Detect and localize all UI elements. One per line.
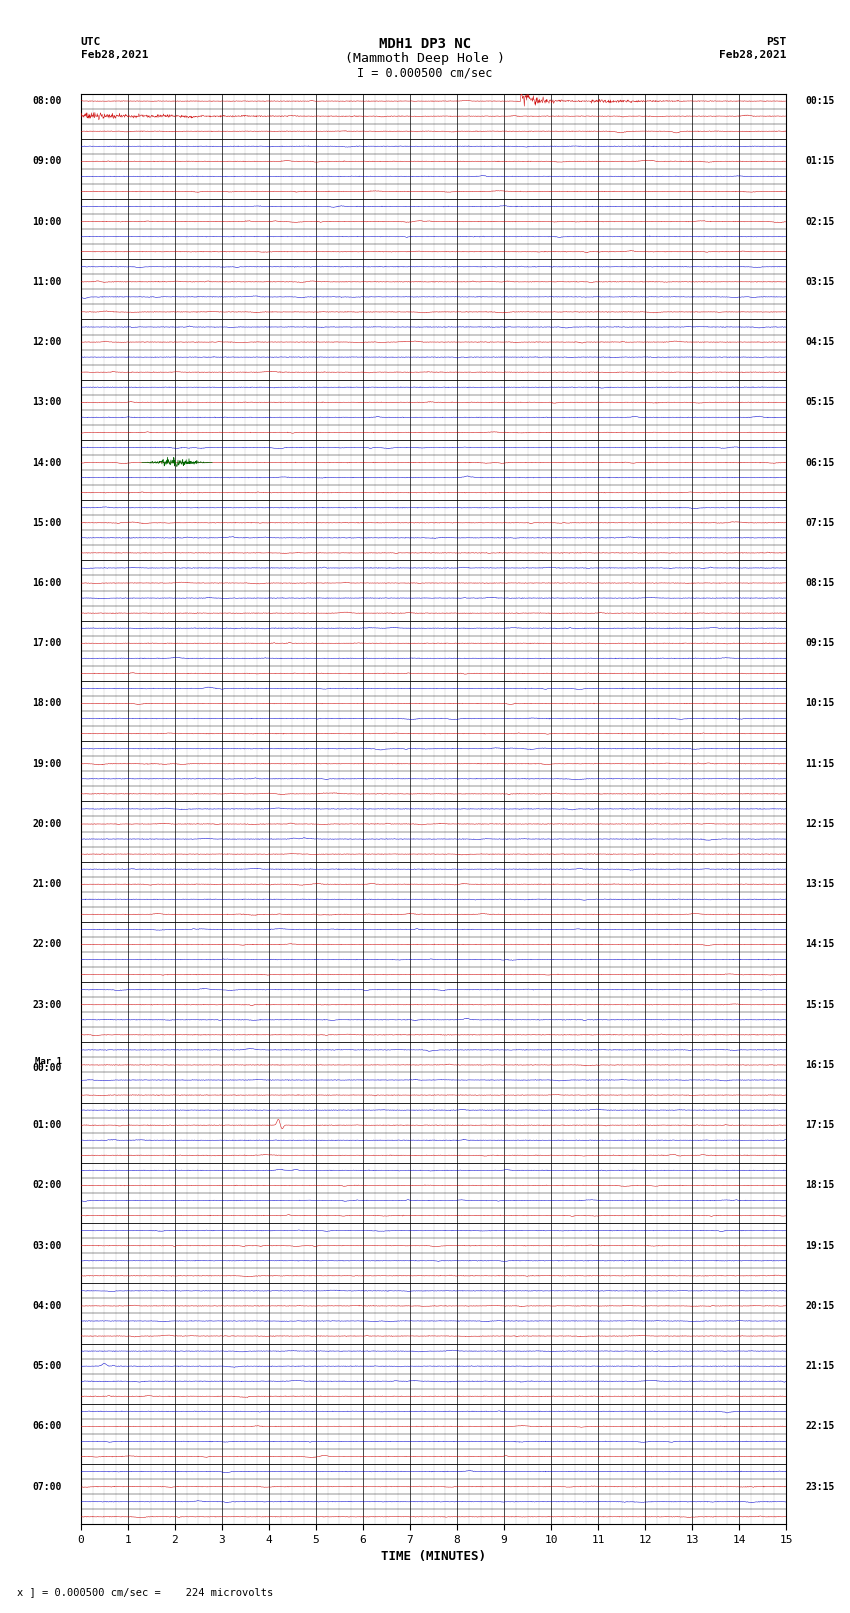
Text: Mar 1: Mar 1 (35, 1057, 62, 1066)
Text: 08:00: 08:00 (32, 97, 62, 106)
Text: PST: PST (766, 37, 786, 47)
Text: 18:00: 18:00 (32, 698, 62, 708)
Text: Feb28,2021: Feb28,2021 (719, 50, 786, 60)
Text: (Mammoth Deep Hole ): (Mammoth Deep Hole ) (345, 52, 505, 65)
X-axis label: TIME (MINUTES): TIME (MINUTES) (381, 1550, 486, 1563)
Text: x ] = 0.000500 cm/sec =    224 microvolts: x ] = 0.000500 cm/sec = 224 microvolts (17, 1587, 273, 1597)
Text: 10:15: 10:15 (805, 698, 835, 708)
Text: 09:00: 09:00 (32, 156, 62, 166)
Text: 02:15: 02:15 (805, 216, 835, 226)
Text: Feb28,2021: Feb28,2021 (81, 50, 148, 60)
Text: 14:15: 14:15 (805, 939, 835, 950)
Text: 07:00: 07:00 (32, 1482, 62, 1492)
Text: 00:00: 00:00 (32, 1063, 62, 1073)
Text: 01:00: 01:00 (32, 1119, 62, 1131)
Text: 03:00: 03:00 (32, 1240, 62, 1250)
Text: 06:15: 06:15 (805, 458, 835, 468)
Text: 12:00: 12:00 (32, 337, 62, 347)
Text: 04:15: 04:15 (805, 337, 835, 347)
Text: 01:15: 01:15 (805, 156, 835, 166)
Text: 17:00: 17:00 (32, 639, 62, 648)
Text: 03:15: 03:15 (805, 277, 835, 287)
Text: 16:15: 16:15 (805, 1060, 835, 1069)
Text: 04:00: 04:00 (32, 1302, 62, 1311)
Text: 19:00: 19:00 (32, 758, 62, 769)
Text: UTC: UTC (81, 37, 101, 47)
Text: 08:15: 08:15 (805, 577, 835, 589)
Text: 17:15: 17:15 (805, 1119, 835, 1131)
Text: 12:15: 12:15 (805, 819, 835, 829)
Text: 05:15: 05:15 (805, 397, 835, 408)
Text: 20:00: 20:00 (32, 819, 62, 829)
Text: 22:15: 22:15 (805, 1421, 835, 1431)
Text: 15:15: 15:15 (805, 1000, 835, 1010)
Text: 10:00: 10:00 (32, 216, 62, 226)
Text: 07:15: 07:15 (805, 518, 835, 527)
Text: 11:15: 11:15 (805, 758, 835, 769)
Text: 22:00: 22:00 (32, 939, 62, 950)
Text: 20:15: 20:15 (805, 1302, 835, 1311)
Text: 19:15: 19:15 (805, 1240, 835, 1250)
Text: 13:15: 13:15 (805, 879, 835, 889)
Text: 13:00: 13:00 (32, 397, 62, 408)
Text: 05:00: 05:00 (32, 1361, 62, 1371)
Text: 18:15: 18:15 (805, 1181, 835, 1190)
Text: 11:00: 11:00 (32, 277, 62, 287)
Text: I = 0.000500 cm/sec: I = 0.000500 cm/sec (357, 66, 493, 79)
Text: MDH1 DP3 NC: MDH1 DP3 NC (379, 37, 471, 52)
Text: 02:00: 02:00 (32, 1181, 62, 1190)
Text: 09:15: 09:15 (805, 639, 835, 648)
Text: 23:00: 23:00 (32, 1000, 62, 1010)
Text: 23:15: 23:15 (805, 1482, 835, 1492)
Text: 14:00: 14:00 (32, 458, 62, 468)
Text: 15:00: 15:00 (32, 518, 62, 527)
Text: 21:00: 21:00 (32, 879, 62, 889)
Text: 21:15: 21:15 (805, 1361, 835, 1371)
Text: 06:00: 06:00 (32, 1421, 62, 1431)
Text: 16:00: 16:00 (32, 577, 62, 589)
Text: 00:15: 00:15 (805, 97, 835, 106)
